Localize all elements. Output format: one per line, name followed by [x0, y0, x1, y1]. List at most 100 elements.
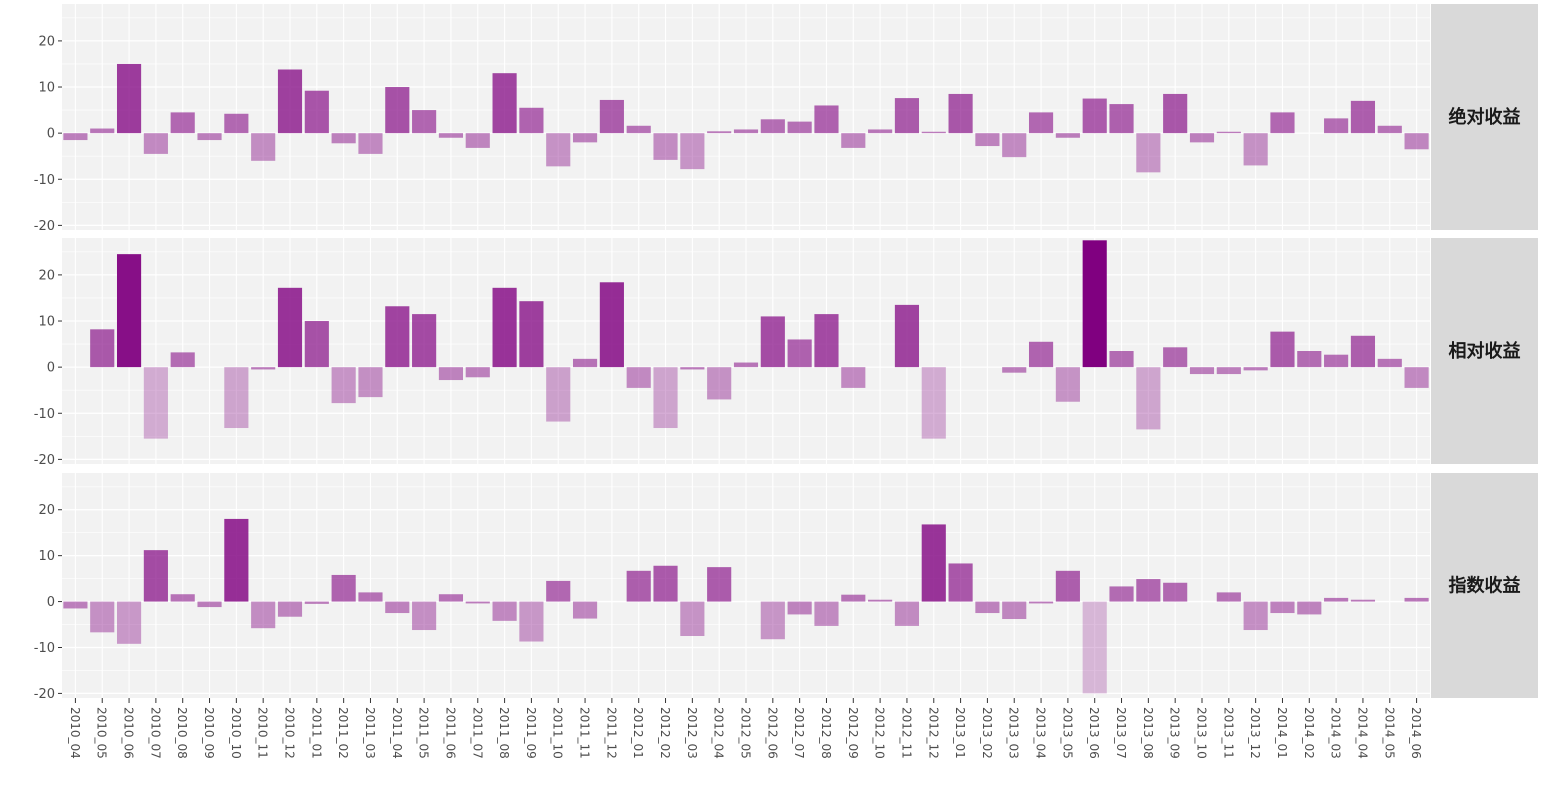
bar-2010_05	[90, 329, 115, 368]
x-tick-label: 2012_08	[819, 707, 833, 759]
panels-layer: -20 -10 0 10 20 绝对收益 -20 -10 0 10 20 相对收益 -20 -10 0 10 2…	[34, 4, 1538, 702]
bar-2010_07	[143, 133, 168, 154]
bar-2011_10	[546, 133, 571, 167]
bar-2013_05	[1055, 133, 1080, 138]
x-tick-label: 2013_08	[1141, 707, 1155, 759]
bar-2011_05	[412, 601, 437, 631]
bar-2010_11	[251, 601, 276, 629]
facet-strip-label: 相对收益	[1449, 340, 1521, 362]
bar-2013_08	[1136, 367, 1161, 430]
x-tick-label: 2013_02	[980, 707, 994, 759]
bar-2010_12	[277, 601, 303, 617]
bar-2012_12	[921, 131, 946, 134]
x-tick-label: 2011_07	[470, 707, 484, 759]
y-tick-label: 0	[47, 595, 55, 610]
bar-2011_07	[465, 367, 490, 378]
x-tick-label: 2013_10	[1195, 707, 1209, 759]
x-tick-label: 2012_06	[765, 707, 779, 759]
bar-2010_08	[170, 594, 195, 602]
bar-2011_08	[492, 287, 517, 368]
bar-2010_09	[197, 133, 222, 141]
bar-2010_08	[170, 112, 195, 134]
facet-strip	[1431, 238, 1538, 464]
bar-2010_12	[277, 69, 303, 134]
bar-2012_09	[841, 133, 866, 148]
x-tick-label: 2010_04	[68, 707, 82, 759]
panel-2: -20 -10 0 10 20 相对收益	[34, 238, 1538, 468]
bar-2014_02	[1297, 601, 1322, 615]
bar-2014_03	[1324, 118, 1349, 134]
bar-2012_09	[841, 367, 866, 388]
x-tick-label: 2014_04	[1355, 707, 1369, 759]
x-tick-label: 2012_11	[899, 707, 913, 759]
x-tick-label: 2012_07	[792, 707, 806, 759]
x-tick-label: 2014_06	[1409, 707, 1423, 759]
bar-2011_12	[599, 282, 624, 368]
bar-2012_04	[707, 131, 732, 134]
bar-2012_06	[760, 601, 785, 640]
bar-2013_11	[1216, 592, 1241, 602]
y-tick-label: 10	[38, 549, 55, 564]
x-tick-label: 2012_10	[873, 707, 887, 759]
bar-2012_10	[868, 599, 893, 602]
bar-2012_07	[787, 601, 812, 615]
bar-2011_04	[385, 87, 410, 134]
x-tick-label: 2013_05	[1060, 707, 1074, 759]
bar-2011_07	[465, 601, 490, 604]
bar-2010_06	[116, 601, 142, 644]
bar-2012_05	[733, 129, 759, 134]
bar-2013_03	[1002, 601, 1027, 620]
x-tick-label: 2011_11	[578, 707, 592, 759]
bar-2012_08	[814, 314, 839, 368]
bar-2011_06	[438, 367, 464, 381]
x-tick-label: 2011_01	[309, 707, 323, 759]
bar-2014_03	[1324, 597, 1349, 602]
x-tick-label: 2011_08	[497, 707, 511, 759]
bar-2014_06	[1404, 367, 1429, 388]
bar-2013_04	[1028, 341, 1054, 368]
bar-2010_05	[90, 601, 115, 633]
facet-strip-label: 绝对收益	[1449, 106, 1521, 128]
bar-2013_09	[1163, 93, 1188, 134]
x-tick-label: 2012_12	[926, 707, 940, 759]
bar-2013_02	[975, 601, 1000, 614]
bar-2013_05	[1055, 570, 1080, 602]
x-tick-label: 2014_02	[1302, 707, 1316, 759]
y-tick-label: 20	[38, 268, 55, 283]
x-tick-label: 2013_11	[1221, 707, 1235, 759]
y-tick-label: 0	[47, 127, 55, 142]
panel-3: -20 -10 0 10 20 指数收益	[34, 473, 1538, 702]
bar-2013_12	[1243, 601, 1268, 631]
x-tick-label: 2013_01	[953, 707, 967, 759]
bar-2013_07	[1109, 351, 1134, 368]
x-tick-label: 2014_05	[1382, 707, 1396, 759]
x-tick-label: 2011_12	[604, 707, 618, 759]
bar-2013_07	[1109, 586, 1134, 602]
facet-strip	[1431, 4, 1538, 230]
bar-2011_04	[385, 306, 410, 368]
x-tick-label: 2011_02	[336, 707, 350, 759]
bar-2010_04	[63, 601, 88, 609]
x-tick-label: 2010_06	[122, 707, 136, 759]
bar-2011_09	[519, 601, 544, 642]
bar-2010_04	[63, 133, 88, 141]
x-tick-label: 2010_12	[283, 707, 297, 759]
bar-2012_03	[680, 367, 705, 370]
bar-2012_11	[894, 98, 920, 134]
bar-2012_07	[787, 121, 812, 134]
bar-2010_06	[116, 63, 142, 134]
bar-2014_01	[1270, 112, 1295, 134]
bar-2012_12	[921, 367, 946, 439]
bar-2013_08	[1136, 133, 1161, 173]
bar-2013_04	[1028, 112, 1054, 134]
bar-2013_01	[948, 563, 973, 602]
bar-2014_02	[1297, 351, 1322, 368]
x-axis: 2010_04 2010_05 2010_06 2010_07 2010_08 2010_…	[68, 698, 1423, 759]
bar-2012_01	[626, 570, 651, 602]
x-tick-label: 2013_12	[1248, 707, 1262, 759]
bar-2011_08	[492, 73, 517, 134]
x-tick-label: 2011_06	[443, 707, 457, 759]
x-tick-label: 2010_08	[175, 707, 189, 759]
bar-2011_08	[492, 601, 517, 621]
